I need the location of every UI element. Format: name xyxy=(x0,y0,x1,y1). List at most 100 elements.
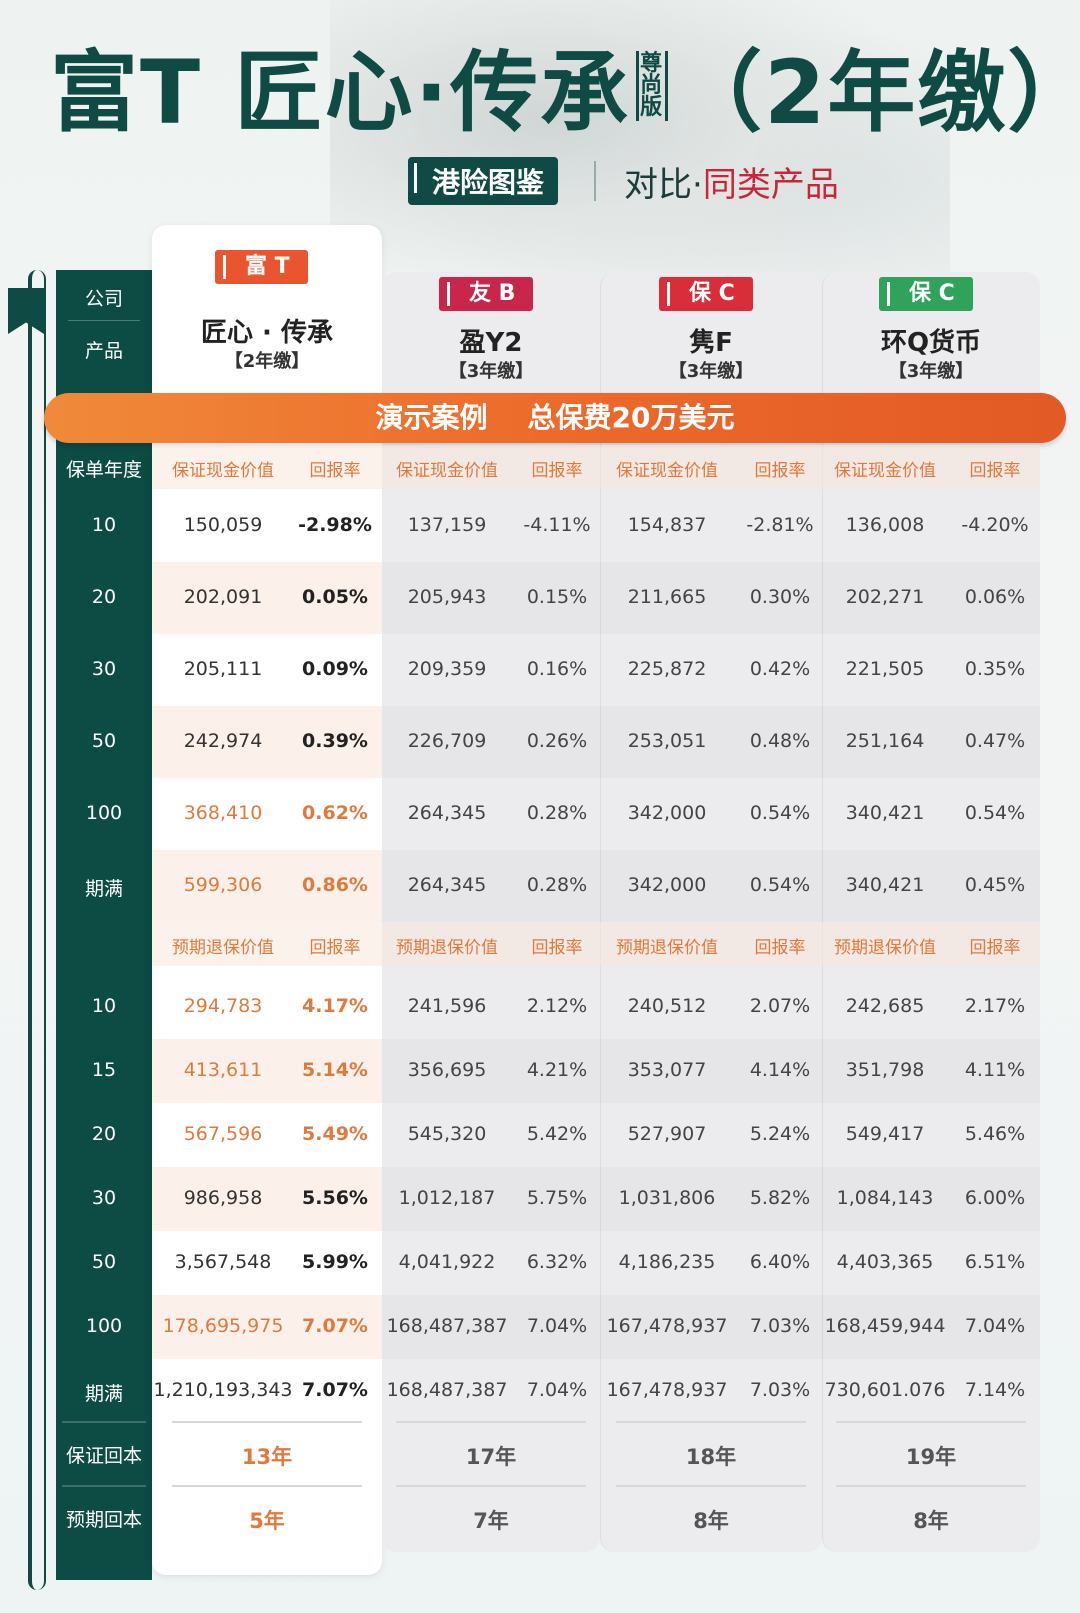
cell-value: 730,601.076 xyxy=(824,1379,946,1401)
company-tag: 保 C xyxy=(879,277,973,311)
cell-rate: -4.11% xyxy=(523,514,591,536)
cell-rate: 5.99% xyxy=(302,1251,368,1273)
label-policy-year: 保单年度 xyxy=(65,459,142,481)
cell-value: 340,421 xyxy=(845,802,925,824)
cell-value: 294,783 xyxy=(183,995,263,1017)
column-header-rate: 回报率 xyxy=(754,461,806,481)
divider xyxy=(396,1421,586,1423)
policy-year: 期满 xyxy=(84,878,123,900)
cell-rate: 4.14% xyxy=(749,1059,811,1081)
cell-rate: 7.07% xyxy=(302,1315,368,1337)
cell-rate: 0.54% xyxy=(749,874,811,896)
divider xyxy=(836,1421,1026,1423)
cell-value: 253,051 xyxy=(627,730,707,752)
cell-rate: 7.14% xyxy=(964,1379,1026,1401)
company-tag: 友 B xyxy=(439,277,534,311)
cell-value: 264,345 xyxy=(407,802,487,824)
cell-value: 368,410 xyxy=(183,802,263,824)
policy-year: 10 xyxy=(91,514,117,536)
cell-value: 549,417 xyxy=(845,1123,925,1145)
cell-rate: 7.07% xyxy=(302,1379,368,1401)
cell-value: 167,478,937 xyxy=(606,1379,728,1401)
cell-rate: 2.07% xyxy=(749,995,811,1017)
bookmark-flag-icon xyxy=(8,288,44,334)
cell-rate: 0.28% xyxy=(526,874,588,896)
divider xyxy=(616,1421,806,1423)
cell-value: 241,596 xyxy=(407,995,487,1017)
cell-rate: 0.35% xyxy=(964,658,1026,680)
cell-value: 1,210,193,343 xyxy=(153,1379,293,1401)
payment-term: 【2年缴】 xyxy=(224,351,310,372)
cell-value: 168,459,944 xyxy=(824,1315,946,1337)
cell-value: 351,798 xyxy=(845,1059,925,1081)
divider xyxy=(396,1485,586,1487)
cell-value: 221,505 xyxy=(845,658,925,680)
divider xyxy=(172,1485,362,1487)
company-tag: 保 C xyxy=(659,277,753,311)
cell-rate: -4.20% xyxy=(961,514,1029,536)
edition-char: 尚 xyxy=(640,72,665,98)
cell-value: 136,008 xyxy=(845,514,925,536)
divider xyxy=(68,320,140,321)
cell-value: 178,695,975 xyxy=(162,1315,284,1337)
cell-rate: -2.81% xyxy=(746,514,814,536)
cell-rate: 0.86% xyxy=(302,874,368,896)
cell-rate: 7.03% xyxy=(749,1379,811,1401)
cell-rate: 5.49% xyxy=(302,1123,368,1145)
cell-value: 209,359 xyxy=(407,658,487,680)
cell-rate: 5.82% xyxy=(749,1187,811,1209)
cell-value: 205,943 xyxy=(407,586,487,608)
cell-rate: 5.75% xyxy=(526,1187,588,1209)
cell-rate: 5.42% xyxy=(526,1123,588,1145)
guaranteed-breakeven-years: 17年 xyxy=(465,1445,517,1469)
cell-value: 527,907 xyxy=(627,1123,707,1145)
cell-rate: 0.45% xyxy=(964,874,1026,896)
compare-label: 对比·同类产品 xyxy=(624,157,839,206)
column-header-rate: 回报率 xyxy=(531,938,583,958)
edition-char: 尊 xyxy=(640,50,665,76)
cell-rate: 0.54% xyxy=(964,802,1026,824)
column-header-value: 预期退保价值 xyxy=(616,938,718,958)
column-header-rate: 回报率 xyxy=(309,938,361,958)
cell-rate: 5.24% xyxy=(749,1123,811,1145)
cell-rate: 0.47% xyxy=(964,730,1026,752)
expected-breakeven-years: 7年 xyxy=(473,1509,509,1533)
cell-value: 342,000 xyxy=(627,802,707,824)
policy-year: 100 xyxy=(85,1315,123,1337)
banner-left: 演示案例 xyxy=(375,401,488,434)
title-suffix: （2年缴） xyxy=(674,41,1080,144)
cell-value: 4,403,365 xyxy=(836,1251,934,1273)
sidebar-labels: 公司 产品 xyxy=(56,270,152,1580)
label-guaranteed-breakeven: 保证回本 xyxy=(65,1445,142,1467)
cell-value: 225,872 xyxy=(627,658,707,680)
column-header-value: 预期退保价值 xyxy=(172,938,274,958)
policy-year: 50 xyxy=(91,730,117,752)
policy-year: 10 xyxy=(91,995,117,1017)
policy-year: 20 xyxy=(91,1123,117,1145)
cell-value: 1,084,143 xyxy=(836,1187,934,1209)
cell-rate: 4.17% xyxy=(302,995,368,1017)
cell-value: 986,958 xyxy=(183,1187,263,1209)
cell-value: 353,077 xyxy=(627,1059,707,1081)
cell-value: 545,320 xyxy=(407,1123,487,1145)
cell-value: 211,665 xyxy=(627,586,707,608)
product-name: 盈Y2 xyxy=(459,328,523,358)
cell-rate: 0.09% xyxy=(302,658,368,680)
cell-value: 168,487,387 xyxy=(386,1315,508,1337)
cell-rate: 0.62% xyxy=(302,802,368,824)
cell-rate: 4.11% xyxy=(964,1059,1026,1081)
cell-rate: 5.14% xyxy=(302,1059,368,1081)
company-tag: 富 T xyxy=(215,250,308,284)
cell-rate: 2.17% xyxy=(964,995,1026,1017)
cell-rate: 7.03% xyxy=(749,1315,811,1337)
cell-value: 567,596 xyxy=(183,1123,263,1145)
column-header-value: 保证现金价值 xyxy=(172,461,274,481)
label-company: 公司 xyxy=(84,288,123,310)
cell-value: 150,059 xyxy=(183,514,263,536)
background-photo xyxy=(330,0,950,300)
cell-rate: 7.04% xyxy=(526,1315,588,1337)
cell-value: 242,685 xyxy=(845,995,925,1017)
cell-value: 202,271 xyxy=(845,586,925,608)
payment-term: 【3年缴】 xyxy=(448,361,534,382)
cell-rate: 6.32% xyxy=(526,1251,588,1273)
